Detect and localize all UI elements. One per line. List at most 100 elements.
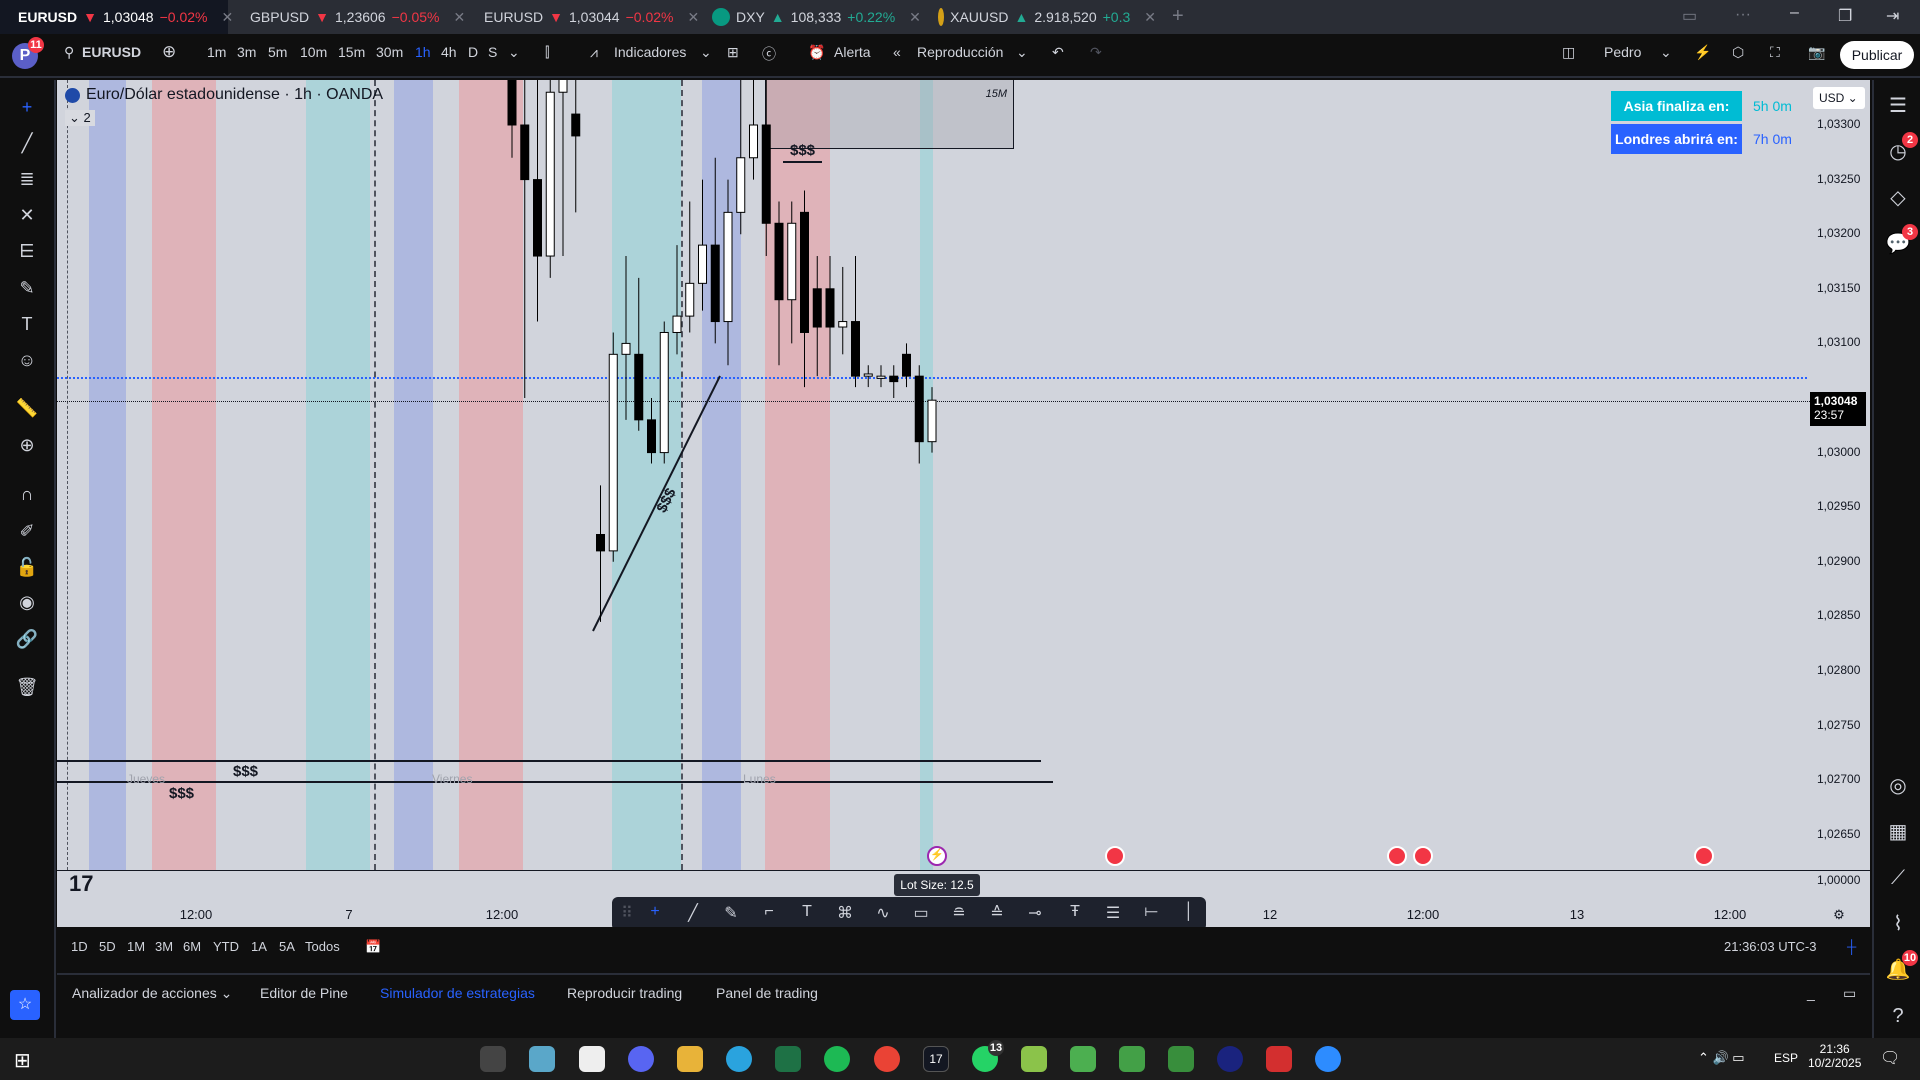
- alarm-icon[interactable]: ⏰: [808, 44, 826, 60]
- emoji-icon[interactable]: ☺: [17, 350, 37, 370]
- crosshair-icon[interactable]: +: [650, 903, 660, 920]
- close-tab-icon[interactable]: ✕: [687, 8, 700, 25]
- app-icon-app[interactable]: [1217, 1046, 1243, 1072]
- layers-icon[interactable]: ◇: [1890, 187, 1906, 209]
- redo-icon[interactable]: ↷: [1090, 44, 1102, 60]
- indicators-icon[interactable]: ⩘: [590, 44, 598, 60]
- symbol-search[interactable]: EURUSD: [82, 44, 142, 60]
- zoom-in-icon[interactable]: ⊕: [19, 435, 35, 455]
- range-ytd[interactable]: YTD: [213, 939, 239, 954]
- currency-select[interactable]: USD ⌄: [1813, 87, 1865, 109]
- tab-eurusd[interactable]: EURUSD ▼ 1,03048 −0.02% ✕: [0, 0, 233, 34]
- range-1a[interactable]: 1A: [251, 939, 267, 954]
- vertical-line-icon[interactable]: │: [1184, 903, 1194, 920]
- avatar[interactable]: P 11: [12, 37, 44, 69]
- tab-stock-screener[interactable]: Analizador de acciones ⌄: [72, 985, 233, 1001]
- horizontal-line-icon[interactable]: ⟝: [1144, 903, 1158, 920]
- goto-date-icon[interactable]: 📅: [365, 939, 382, 954]
- layout-icon[interactable]: ◫: [1562, 44, 1576, 60]
- chart-legend[interactable]: Euro/Dólar estadounidense · 1h · OANDA: [65, 86, 383, 104]
- app-icon-discord[interactable]: [628, 1046, 654, 1072]
- horizontal-ray-icon[interactable]: ⊸: [1028, 905, 1042, 922]
- tab-xauusd[interactable]: XAUUSD ▲ 2.918,520 +0.3 ✕: [926, 0, 1156, 34]
- interval-1h[interactable]: 1h: [415, 44, 431, 60]
- restore-icon[interactable]: ❐: [1838, 8, 1853, 25]
- link-icon[interactable]: 🔗: [15, 629, 39, 649]
- range-3m[interactable]: 3M: [155, 939, 174, 954]
- pattern-icon[interactable]: ⌘: [837, 905, 853, 922]
- exit-icon[interactable]: ⇥: [1886, 8, 1900, 25]
- settings-icon[interactable]: ⬡: [1732, 44, 1745, 60]
- calendar-icon[interactable]: ▦: [1888, 821, 1908, 843]
- text-icon[interactable]: T: [21, 314, 33, 334]
- help-icon[interactable]: ?: [1892, 1005, 1904, 1027]
- fib-icon[interactable]: ☰: [1105, 905, 1121, 922]
- lock-icon[interactable]: 🔓: [15, 557, 39, 577]
- app-icon-obs[interactable]: [480, 1046, 506, 1072]
- minimize-icon[interactable]: –: [1790, 4, 1799, 21]
- c-icon[interactable]: ⓒ: [762, 46, 776, 62]
- path-icon[interactable]: ∿: [876, 905, 890, 922]
- tab-gbpusd[interactable]: GBPUSD ▼ 1,23606 −0.05% ✕: [232, 0, 465, 34]
- camera-icon[interactable]: 📷: [1808, 44, 1826, 60]
- us-event-flag-icon[interactable]: [1105, 846, 1125, 866]
- chevron-down-icon[interactable]: ⌄: [1016, 44, 1028, 60]
- candles-type-icon[interactable]: ⫿: [545, 44, 550, 60]
- chat-icon[interactable]: 💬 3: [1884, 224, 1918, 258]
- tab-strategy-tester[interactable]: Simulador de estrategias: [380, 985, 535, 1001]
- timezone-clock[interactable]: 21:36:03 UTC-3: [1724, 939, 1817, 954]
- range-5a[interactable]: 5A: [279, 939, 295, 954]
- chevron-down-icon[interactable]: ⌄: [700, 44, 712, 60]
- app-icon-telegram[interactable]: [726, 1046, 752, 1072]
- floating-drawing-toolbar[interactable]: ⠿ + ╱ ✎ ⌐ T ⌘ ∿ ▭ ≘ ≙ ⊸ Ŧ ☰ ⟝ │: [612, 897, 1206, 931]
- publish-button[interactable]: Publicar: [1840, 41, 1914, 69]
- drag-handle-icon[interactable]: ⠿: [621, 905, 633, 922]
- text-anchor-icon[interactable]: Ŧ: [1070, 903, 1080, 920]
- minimize-panel-icon[interactable]: _: [1807, 985, 1815, 1001]
- range-1d[interactable]: 1D: [71, 939, 88, 954]
- app-icon-spotify[interactable]: [824, 1046, 850, 1072]
- app-icon-mt5-2[interactable]: [1168, 1046, 1194, 1072]
- watchlist-icon[interactable]: ☰: [1889, 95, 1907, 117]
- app-icon-zoom[interactable]: [1315, 1046, 1341, 1072]
- search-icon[interactable]: ⚲: [64, 44, 75, 60]
- bell-icon[interactable]: 🔔 10: [1885, 950, 1918, 981]
- magnet-icon[interactable]: ∩: [20, 484, 34, 504]
- axis-settings-icon[interactable]: ⚙: [1833, 907, 1845, 922]
- compare-add-icon[interactable]: ⊕: [162, 42, 177, 61]
- 15m-zone-box[interactable]: 15M: [765, 80, 1014, 149]
- interval-30m[interactable]: 30m: [376, 44, 404, 60]
- app-icon-tradingview[interactable]: 17: [923, 1046, 949, 1072]
- range-5d[interactable]: 5D: [99, 939, 116, 954]
- broadcast-icon[interactable]: ⌇: [1893, 913, 1903, 935]
- range-1m[interactable]: 1M: [127, 939, 146, 954]
- interval-5m[interactable]: 5m: [268, 44, 288, 60]
- tab-dxy[interactable]: DXY ▲ 108,333 +0.22% ✕: [700, 0, 930, 34]
- interval-s[interactable]: S: [488, 44, 498, 60]
- tray-icons[interactable]: ⌃ 🔊 ▭: [1698, 1050, 1745, 1065]
- app-icon-chrome[interactable]: [874, 1046, 900, 1072]
- interval-10m[interactable]: 10m: [300, 44, 328, 60]
- app-icon-mt5[interactable]: [1119, 1046, 1145, 1072]
- undo-icon[interactable]: ↶: [1052, 44, 1064, 60]
- line-icon[interactable]: ╱: [688, 905, 698, 922]
- tab-eurusd-2[interactable]: EURUSD ▼ 1,03044 −0.02% ✕: [466, 0, 700, 34]
- app-icon-pdf[interactable]: [1266, 1046, 1292, 1072]
- taskbar-clock[interactable]: 21:36 10/2/2025: [1808, 1042, 1861, 1070]
- chart-area[interactable]: 15M $$$ $$$ $$$ $$$ Jueves Viernes Lunes…: [57, 80, 1870, 870]
- long-position-icon[interactable]: ≘: [952, 905, 966, 922]
- fullscreen-icon[interactable]: ⛶: [1770, 44, 1780, 60]
- templates-icon[interactable]: ⊞: [727, 44, 739, 60]
- app-icon-explorer[interactable]: [677, 1046, 703, 1072]
- watchlist-star-button[interactable]: ☆: [10, 990, 40, 1020]
- close-tab-icon[interactable]: ✕: [1144, 8, 1156, 25]
- crosshair-icon[interactable]: +: [21, 97, 33, 117]
- text-icon[interactable]: T: [802, 903, 812, 920]
- interval-3m[interactable]: 3m: [237, 44, 257, 60]
- range-6m[interactable]: 6M: [183, 939, 202, 954]
- short-position-icon[interactable]: ≙: [990, 905, 1004, 922]
- quick-search-icon[interactable]: ⚡: [1694, 44, 1712, 60]
- app-icon-maps[interactable]: [1021, 1046, 1047, 1072]
- trendline[interactable]: [592, 375, 721, 632]
- close-tab-icon[interactable]: ✕: [909, 8, 921, 25]
